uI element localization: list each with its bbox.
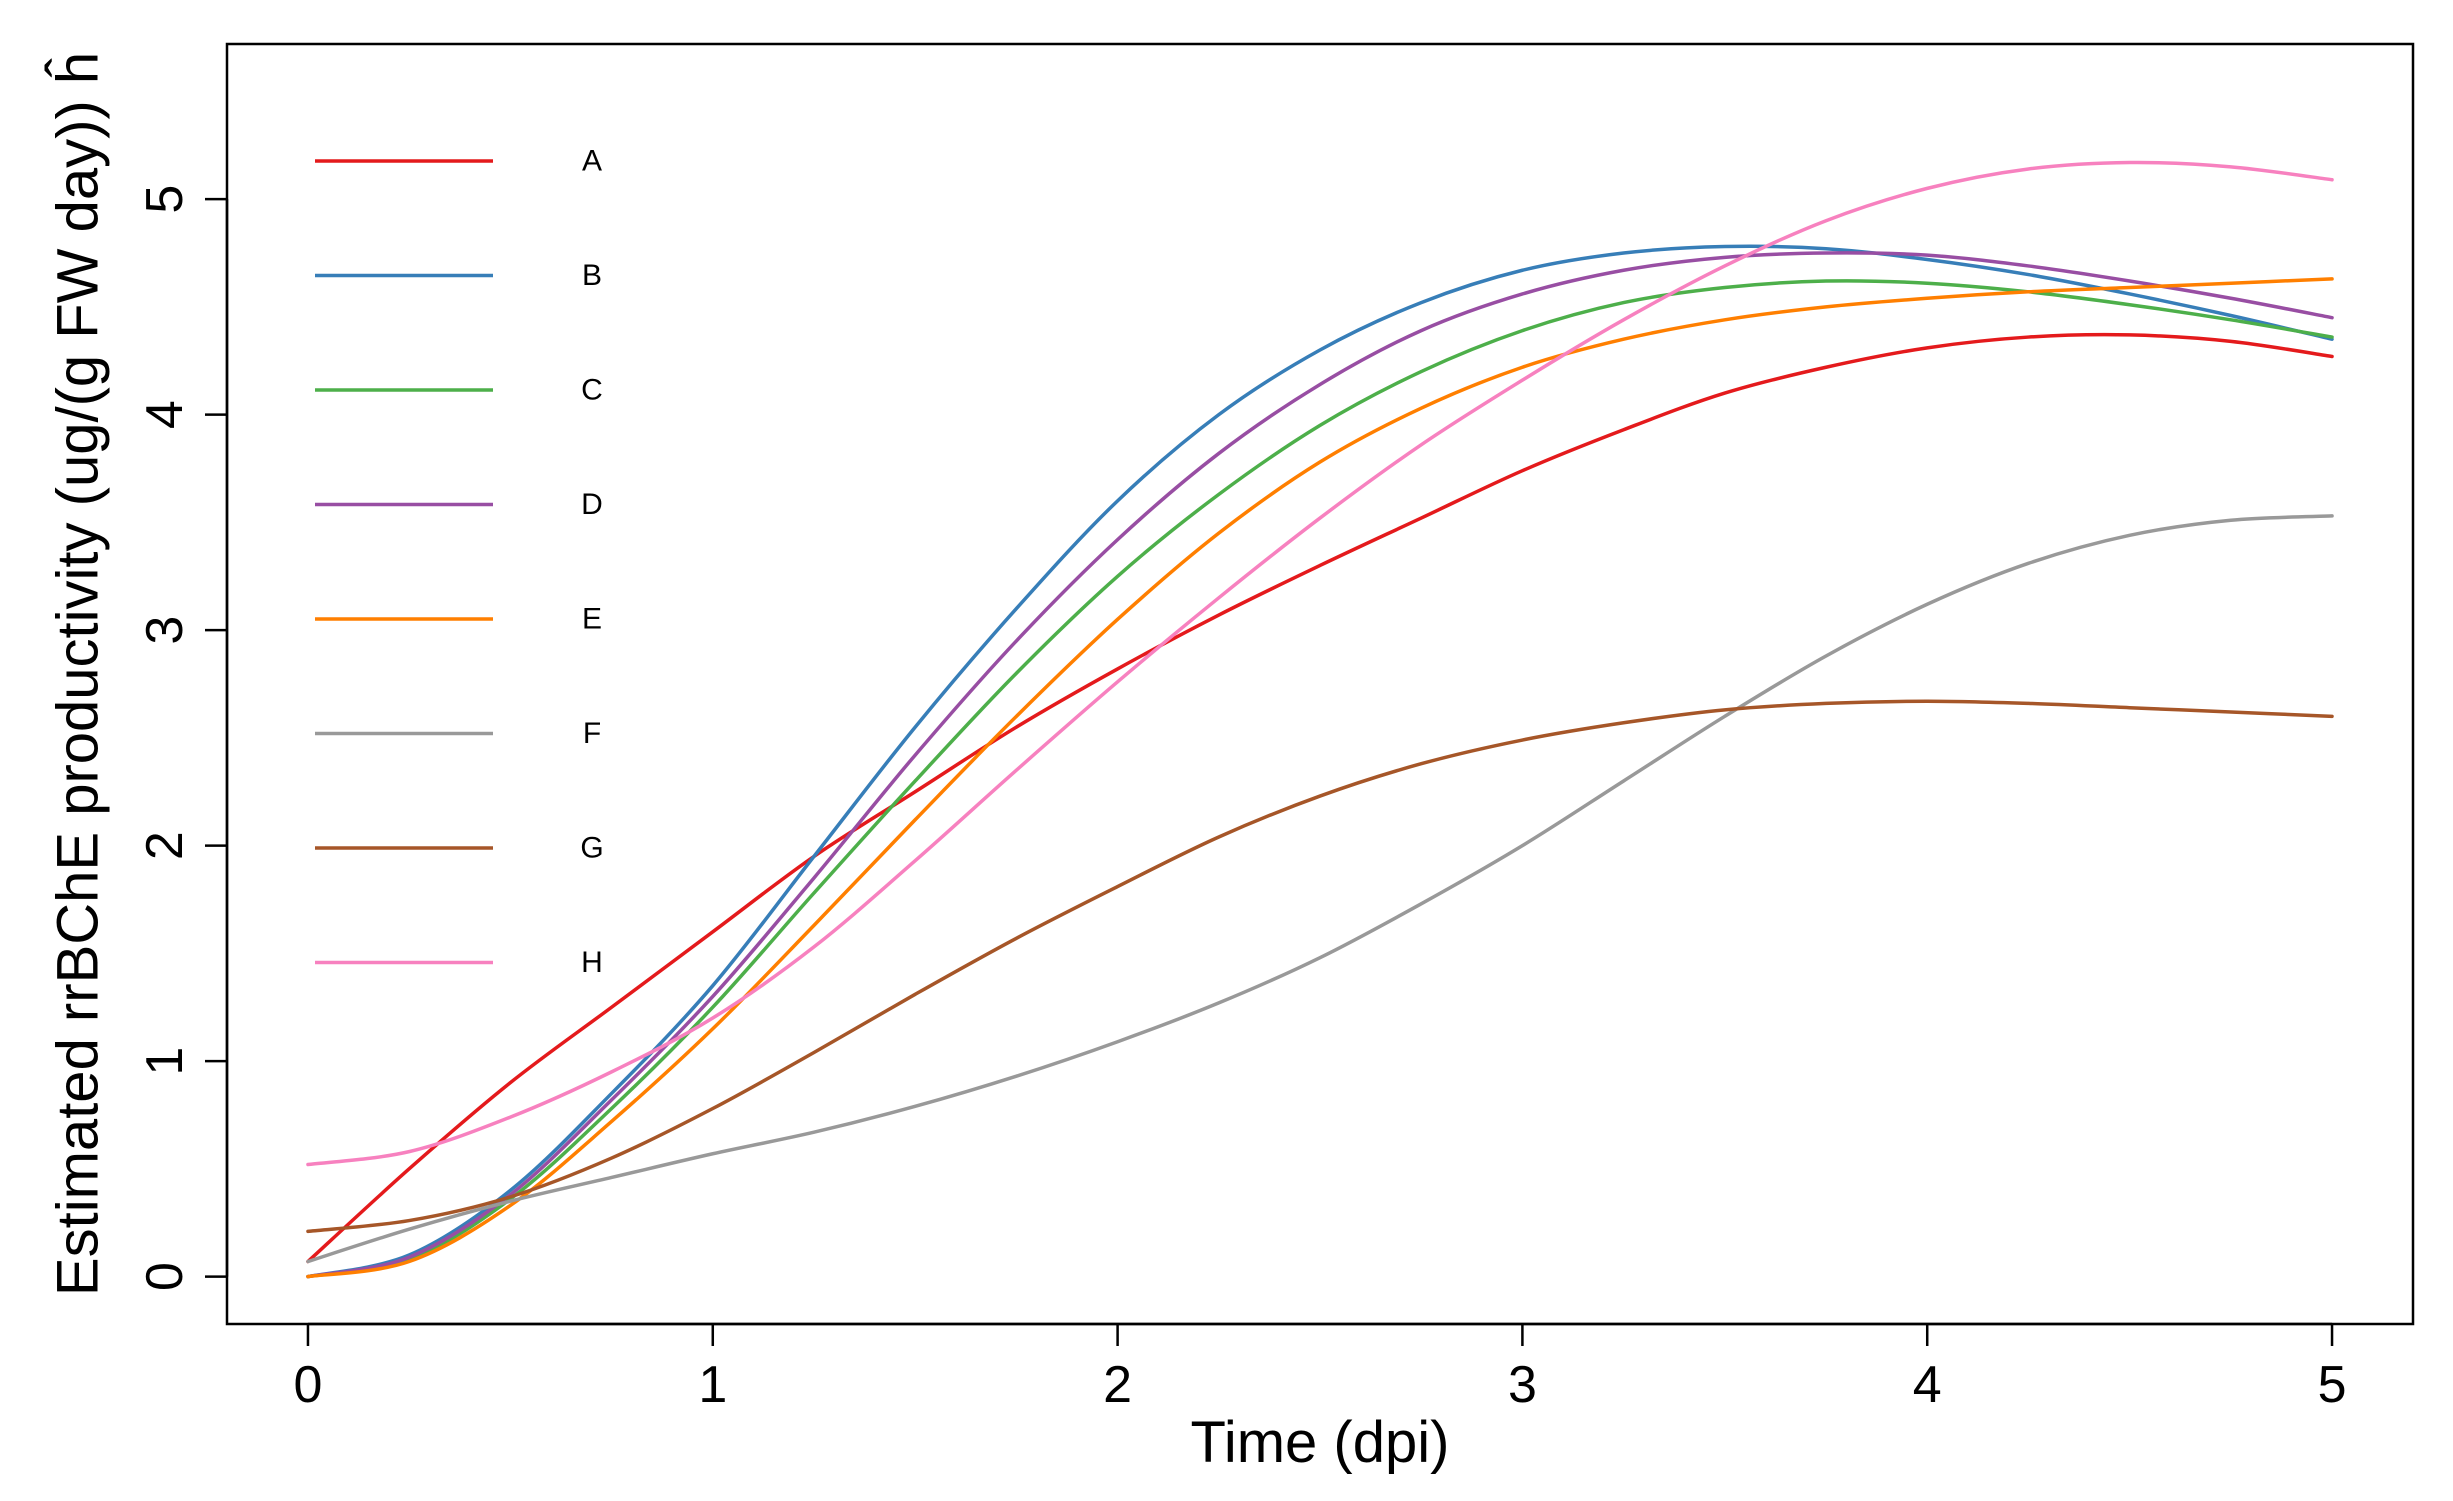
y-tick-label: 5 <box>136 185 194 214</box>
x-axis-title: Time (dpi) <box>1191 1410 1450 1475</box>
x-tick-label: 5 <box>2318 1356 2347 1414</box>
legend-label-c: C <box>581 374 603 407</box>
legend-label-d: D <box>581 488 603 521</box>
x-tick-label: 1 <box>698 1356 727 1414</box>
x-tick-label: 3 <box>1508 1356 1537 1414</box>
series-lines <box>306 160 2334 1279</box>
series-line-d <box>306 251 2334 1279</box>
legend: A B C D E F G H <box>315 145 604 979</box>
x-tick-label: 0 <box>294 1356 323 1414</box>
y-axis: 0 1 2 3 4 5 <box>136 185 229 1291</box>
x-tick-label: 4 <box>1913 1356 1942 1414</box>
series-line-h <box>306 160 2334 1167</box>
y-tick-label: 0 <box>136 1262 194 1291</box>
legend-label-a: A <box>582 145 602 178</box>
legend-label-g: G <box>580 832 603 865</box>
series-line-c <box>306 279 2334 1279</box>
legend-label-b: B <box>582 259 602 292</box>
x-axis: 0 1 2 3 4 5 <box>294 1322 2347 1414</box>
legend-label-h: H <box>581 946 603 979</box>
series-line-b <box>306 244 2334 1279</box>
x-tick-label: 2 <box>1103 1356 1132 1414</box>
y-tick-label: 1 <box>136 1047 194 1076</box>
y-tick-label: 2 <box>136 831 194 860</box>
series-line-a <box>306 332 2334 1264</box>
series-line-e <box>306 277 2334 1279</box>
y-tick-label: 4 <box>136 400 194 429</box>
series-line-g <box>306 699 2334 1234</box>
legend-label-e: E <box>582 603 602 636</box>
y-axis-title: Estimated rrBChE productivity (ug/(g FW … <box>46 52 111 1296</box>
plot-frame <box>225 42 2415 1326</box>
legend-label-f: F <box>583 717 601 750</box>
series-line-f <box>306 514 2334 1264</box>
y-tick-label: 3 <box>136 616 194 645</box>
